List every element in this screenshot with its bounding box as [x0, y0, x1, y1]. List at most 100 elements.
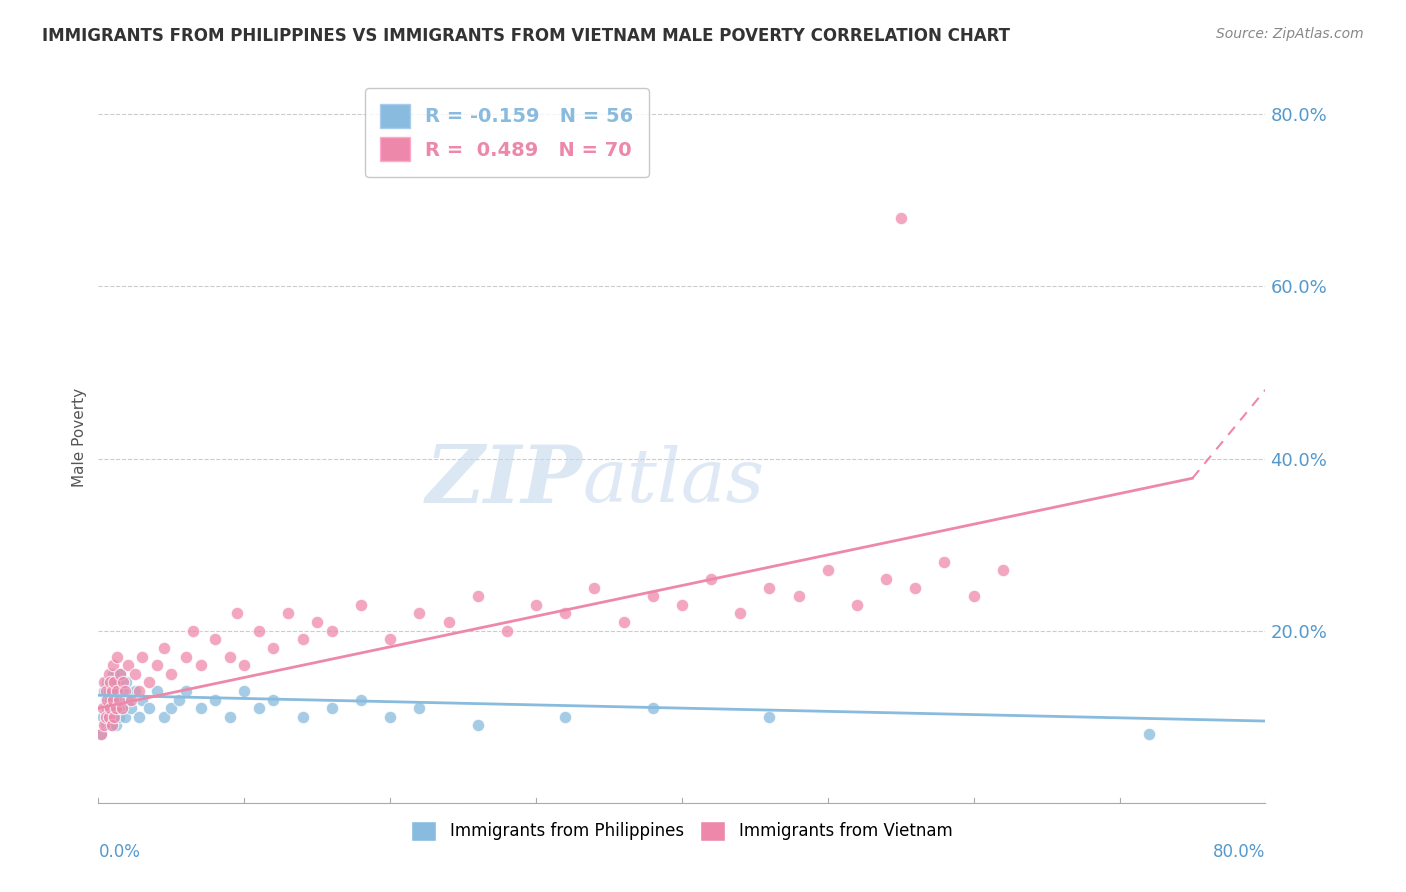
Point: [91, 701, 114, 715]
Point: [97, 710, 120, 724]
Point: [101, 666, 124, 681]
Point: [93, 718, 115, 732]
Point: [103, 692, 125, 706]
Point: [350, 598, 373, 612]
Point: [160, 701, 183, 715]
Point: [111, 701, 134, 715]
Point: [128, 710, 150, 724]
Point: [204, 692, 226, 706]
Point: [875, 572, 897, 586]
Point: [160, 666, 183, 681]
Point: [934, 555, 956, 569]
Point: [1137, 727, 1160, 741]
Point: [730, 607, 752, 621]
Point: [904, 581, 927, 595]
Point: [190, 701, 212, 715]
Point: [641, 701, 664, 715]
Point: [700, 572, 723, 586]
Point: [890, 211, 912, 225]
Point: [641, 589, 664, 603]
Text: atlas: atlas: [582, 445, 765, 517]
Point: [218, 710, 240, 724]
Point: [467, 589, 489, 603]
Point: [146, 658, 169, 673]
Point: [226, 607, 249, 621]
Point: [101, 692, 124, 706]
Point: [181, 624, 204, 638]
Point: [98, 701, 121, 715]
Point: [110, 666, 132, 681]
Point: [100, 710, 122, 724]
Point: [408, 607, 430, 621]
Point: [100, 675, 122, 690]
Y-axis label: Male Poverty: Male Poverty: [72, 387, 87, 487]
Point: [496, 624, 519, 638]
Point: [101, 701, 124, 715]
Point: [204, 632, 226, 647]
Point: [247, 701, 270, 715]
Point: [247, 624, 270, 638]
Point: [612, 615, 634, 629]
Text: 0.0%: 0.0%: [98, 843, 141, 861]
Point: [108, 710, 131, 724]
Point: [105, 684, 128, 698]
Point: [112, 684, 135, 698]
Point: [103, 675, 125, 690]
Point: [97, 684, 120, 698]
Text: IMMIGRANTS FROM PHILIPPINES VS IMMIGRANTS FROM VIETNAM MALE POVERTY CORRELATION : IMMIGRANTS FROM PHILIPPINES VS IMMIGRANT…: [42, 27, 1010, 45]
Point: [131, 649, 153, 664]
Point: [104, 718, 127, 732]
Point: [101, 684, 124, 698]
Point: [174, 684, 197, 698]
Point: [91, 710, 114, 724]
Point: [758, 710, 780, 724]
Legend: Immigrants from Philippines, Immigrants from Vietnam: Immigrants from Philippines, Immigrants …: [404, 813, 960, 849]
Point: [94, 692, 117, 706]
Point: [277, 607, 299, 621]
Point: [138, 701, 160, 715]
Point: [321, 624, 343, 638]
Point: [90, 727, 112, 741]
Point: [233, 658, 256, 673]
Point: [124, 684, 146, 698]
Point: [554, 607, 576, 621]
Point: [111, 701, 134, 715]
Point: [108, 692, 131, 706]
Point: [138, 675, 160, 690]
Point: [110, 692, 132, 706]
Point: [787, 589, 810, 603]
Point: [218, 649, 240, 664]
Point: [131, 692, 153, 706]
Point: [93, 684, 115, 698]
Point: [554, 710, 576, 724]
Point: [94, 718, 117, 732]
Point: [817, 564, 839, 578]
Point: [97, 710, 120, 724]
Text: 80.0%: 80.0%: [1213, 843, 1265, 861]
Point: [105, 675, 128, 690]
Point: [262, 640, 284, 655]
Point: [350, 692, 373, 706]
Point: [114, 710, 136, 724]
Point: [583, 581, 606, 595]
Point: [105, 649, 128, 664]
Point: [408, 701, 430, 715]
Point: [105, 701, 128, 715]
Point: [153, 640, 176, 655]
Point: [291, 632, 314, 647]
Point: [94, 710, 117, 724]
Point: [115, 675, 138, 690]
Point: [114, 684, 136, 698]
Point: [124, 666, 146, 681]
Point: [233, 684, 256, 698]
Point: [96, 692, 118, 706]
Point: [524, 598, 547, 612]
Point: [758, 581, 780, 595]
Point: [380, 632, 402, 647]
Point: [437, 615, 460, 629]
Point: [100, 718, 122, 732]
Point: [671, 598, 693, 612]
Point: [98, 718, 121, 732]
Point: [167, 692, 190, 706]
Point: [100, 684, 122, 698]
